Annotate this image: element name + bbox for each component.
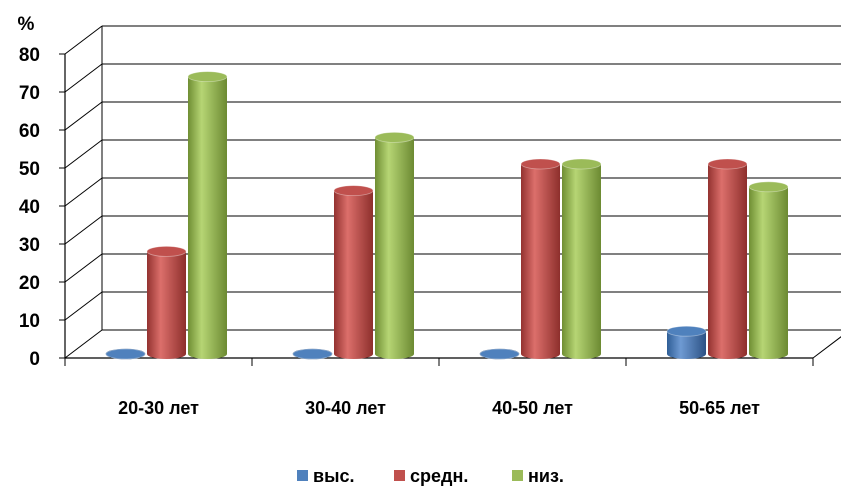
y-tick-label: 0 [29, 349, 40, 370]
bar [479, 348, 520, 360]
floor-edge [812, 336, 841, 359]
bar-body [147, 251, 186, 359]
bar-top [105, 348, 146, 360]
bar [748, 181, 789, 359]
gridline-depth [64, 291, 103, 321]
bar [187, 71, 228, 359]
bar-top [520, 158, 561, 170]
y-tick-label: 30 [19, 235, 40, 256]
bar [292, 348, 333, 360]
bar-body [708, 164, 747, 359]
bar-top [707, 158, 748, 170]
bar-top [666, 325, 707, 337]
bar [333, 185, 374, 359]
bar-body [667, 331, 706, 359]
legend-label: выс. [313, 466, 354, 486]
bar-top [187, 71, 228, 82]
bar-top [146, 245, 187, 257]
bar [520, 158, 561, 359]
legend-item: средн. [394, 466, 468, 486]
bar [666, 325, 707, 359]
bar-body [749, 186, 788, 359]
y-tick-label: 10 [19, 311, 40, 332]
gridline-depth [64, 329, 103, 359]
bar-body [334, 190, 373, 359]
bar-top [333, 185, 374, 197]
bar-body [375, 137, 414, 359]
legend-label: низ. [528, 466, 564, 486]
gridline-depth [64, 25, 103, 55]
y-tick-labels: 0 10 20 30 40 50 60 70 80 [19, 45, 40, 370]
bar-top [292, 348, 333, 360]
gridline-depth [64, 253, 103, 283]
category-label: 50-65 лет [679, 398, 760, 418]
bar-top [479, 348, 520, 360]
bar [707, 158, 748, 359]
bar-top [561, 158, 602, 170]
bar-body [562, 164, 601, 359]
bar-body [188, 76, 227, 359]
legend-swatch [512, 470, 523, 481]
legend-label: средн. [410, 466, 468, 486]
y-tick-label: 50 [19, 159, 40, 180]
y-axis-label: % [18, 14, 35, 35]
gridline-depth [64, 63, 103, 93]
y-tick-label: 80 [19, 45, 40, 66]
category-label: 20-30 лет [118, 398, 199, 418]
y-tick-label: 60 [19, 121, 40, 142]
legend: выс. средн. низ. [297, 466, 564, 486]
bar-top [374, 131, 415, 143]
bar-body [521, 164, 560, 359]
legend-swatch [297, 470, 308, 481]
gridline-depth [64, 215, 103, 245]
legend-item: выс. [297, 466, 354, 486]
legend-swatch [394, 470, 405, 481]
y-tick-label: 20 [19, 273, 40, 294]
category-label: 40-50 лет [492, 398, 573, 418]
gridline-depth [64, 139, 103, 169]
bars [105, 71, 789, 360]
gridline-depth [64, 177, 103, 207]
bar [374, 131, 415, 359]
y-tick-label: 70 [19, 83, 40, 104]
category-labels: 20-30 лет 30-40 лет 40-50 лет 50-65 лет [118, 398, 760, 418]
category-label: 30-40 лет [305, 398, 386, 418]
bar [146, 245, 187, 359]
legend-item: низ. [512, 466, 564, 486]
bar [105, 348, 146, 360]
y-tick-label: 40 [19, 197, 40, 218]
bar [561, 158, 602, 359]
gridline-depth [64, 101, 103, 131]
bar-top [748, 181, 789, 193]
